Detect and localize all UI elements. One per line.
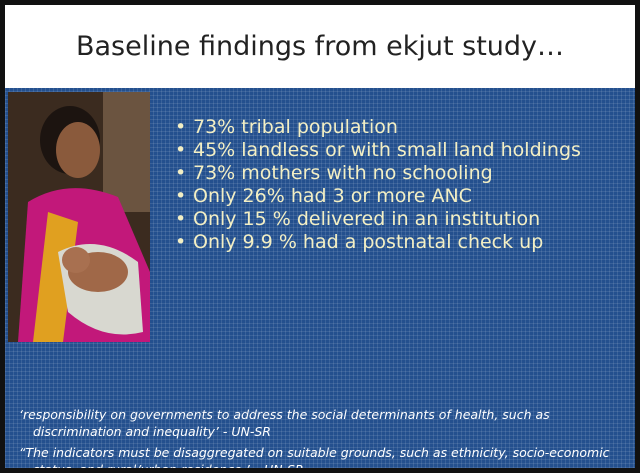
quote: “The indicators must be disaggregated on… [19, 444, 629, 473]
slide: Baseline findings from ekjut study… 73% … [0, 0, 640, 473]
bullet-item: Only 26% had 3 or more ANC [173, 185, 603, 208]
baby-head [62, 247, 90, 273]
bullet-item: 45% landless or with small land holdings [173, 139, 603, 162]
bullet-item: 73% mothers with no schooling [173, 162, 603, 185]
photo-illustration [8, 92, 150, 342]
quote: ‘responsibility on governments to addres… [19, 406, 629, 440]
bullet-item: 73% tribal population [173, 116, 603, 139]
bullet-list: 73% tribal population45% landless or wit… [173, 116, 603, 254]
face [56, 122, 100, 178]
title-area: Baseline findings from ekjut study… [5, 5, 635, 88]
bullet-item: Only 15 % delivered in an institution [173, 208, 603, 231]
bullet-item: Only 9.9 % had a postnatal check up [173, 231, 603, 254]
photo-wall [103, 92, 150, 212]
quote-block: ‘responsibility on governments to addres… [19, 406, 629, 473]
photo [8, 92, 150, 342]
slide-body: 73% tribal population45% landless or wit… [5, 88, 635, 468]
slide-title: Baseline findings from ekjut study… [76, 31, 564, 62]
